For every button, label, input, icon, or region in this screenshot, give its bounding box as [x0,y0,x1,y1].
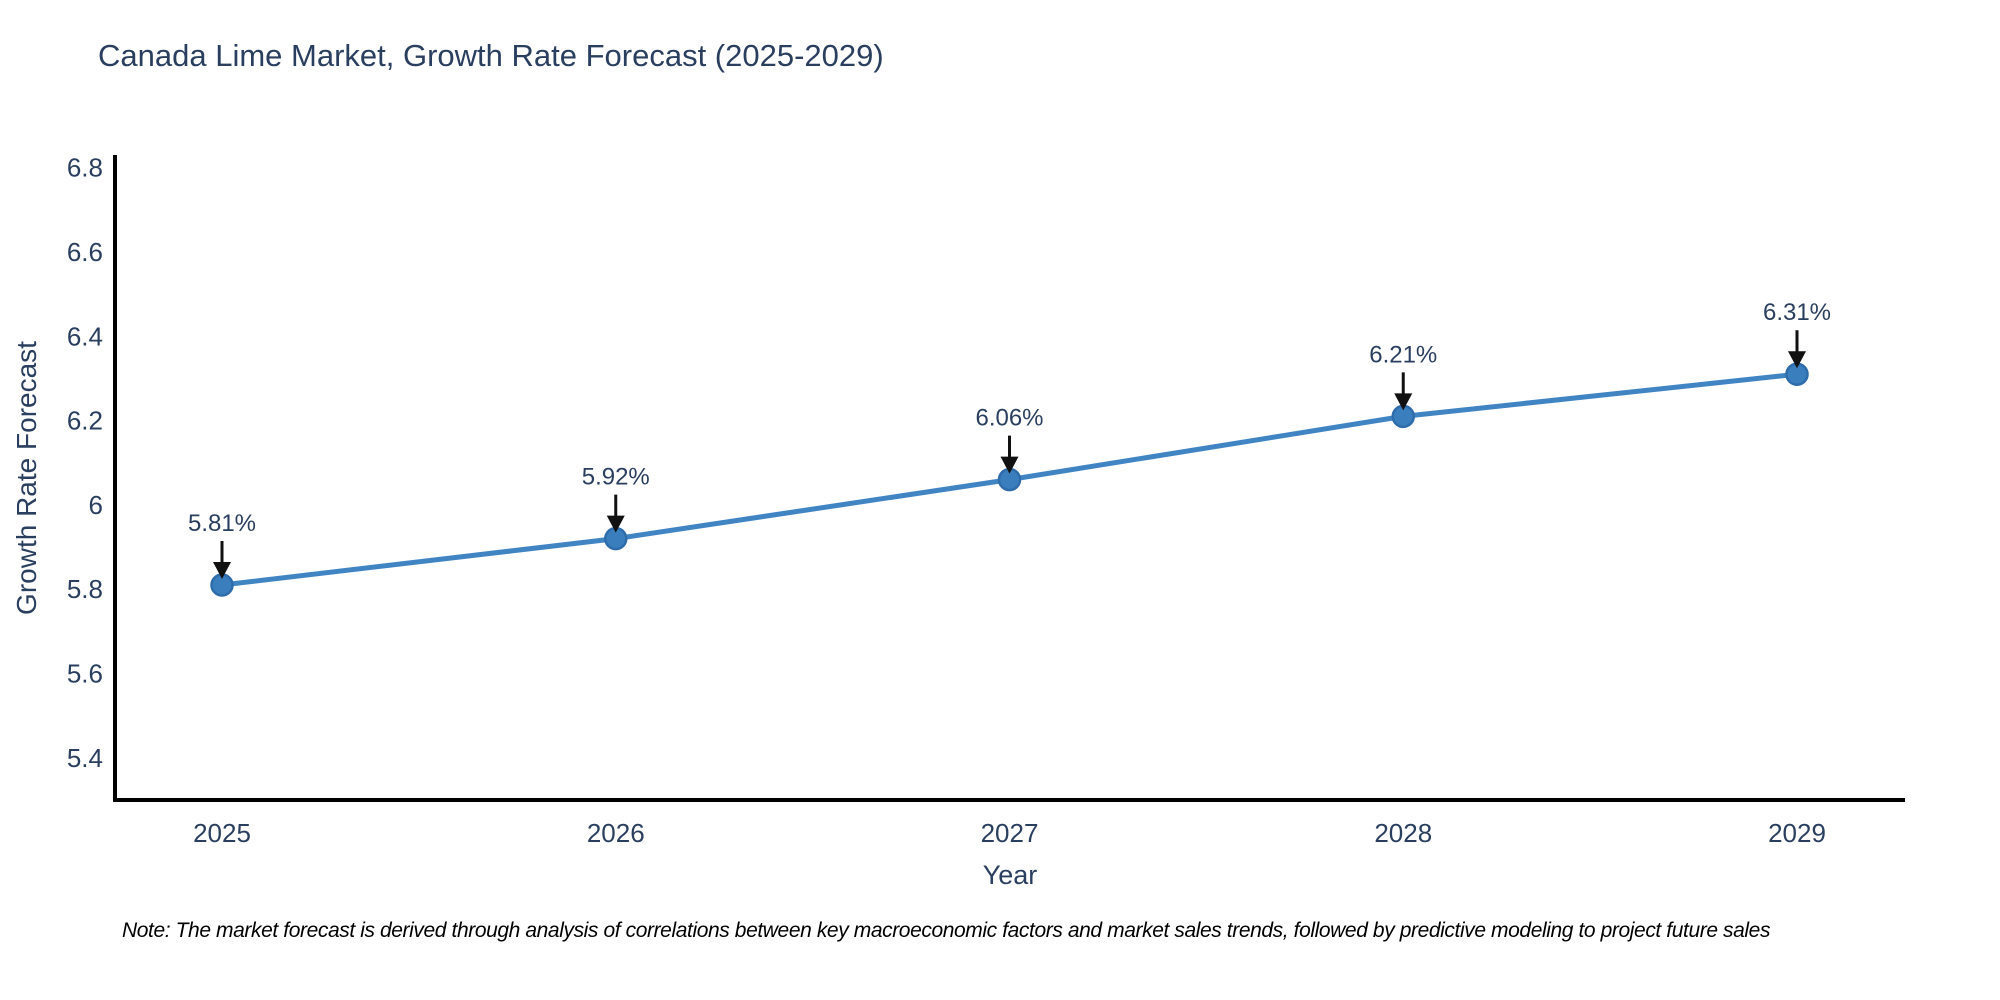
chart-title: Canada Lime Market, Growth Rate Forecast… [98,38,884,73]
point-value-label: 5.92% [582,464,650,491]
x-tick-label: 2029 [1768,818,1826,848]
annotation-arrowhead-icon [606,515,625,533]
y-tick-label: 5.8 [67,574,103,604]
y-tick-label: 6.8 [67,153,103,183]
y-tick-label: 5.4 [67,743,103,773]
x-tick-label: 2026 [587,818,645,848]
point-value-label: 6.31% [1763,299,1831,326]
annotation-arrowhead-icon [1788,351,1806,369]
point-value-label: 6.06% [975,405,1043,432]
y-tick-label: 6 [89,490,103,520]
y-tick-label: 5.6 [67,659,103,689]
annotation-arrowhead-icon [213,562,231,579]
y-tick-label: 6.4 [67,321,103,351]
annotation-arrowhead-icon [1000,456,1019,474]
footnote: Note: The market forecast is derived thr… [122,919,1771,942]
y-axis-title: Growth Rate Forecast [11,341,42,615]
y-tick-label: 6.2 [67,406,103,436]
x-tick-label: 2027 [981,818,1039,848]
annotation-arrowhead-icon [1394,393,1413,411]
plot-dynamic: 5.4 5.6 5.8 6 6.2 6.4 6.6 6.8 2025 2026 2027 2028 20… [67,153,1905,848]
y-tick-label: 6.6 [67,237,103,267]
x-tick-label: 2025 [193,818,251,848]
x-tick-label: 2028 [1374,818,1432,848]
point-value-label: 6.21% [1369,341,1437,368]
x-axis-title: Year [983,860,1038,890]
point-value-label: 5.81% [188,510,256,537]
